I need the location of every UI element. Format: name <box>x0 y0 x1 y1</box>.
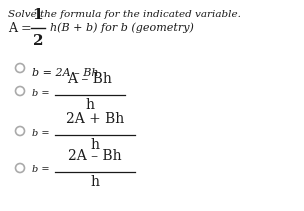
Text: 2A + Bh: 2A + Bh <box>66 112 124 126</box>
Text: A =: A = <box>8 22 32 35</box>
Text: h: h <box>91 138 99 152</box>
Text: h: h <box>85 98 95 112</box>
Text: Solve the formula for the indicated variable.: Solve the formula for the indicated vari… <box>8 10 241 19</box>
Text: b = 2A – Bh: b = 2A – Bh <box>32 68 98 78</box>
Text: h(B + b) for b (geometry): h(B + b) for b (geometry) <box>50 23 194 33</box>
Text: b =: b = <box>32 165 50 174</box>
Text: h: h <box>91 175 99 189</box>
Text: 2: 2 <box>33 34 43 48</box>
Text: 2A – Bh: 2A – Bh <box>68 149 122 163</box>
Text: A – Bh: A – Bh <box>67 72 112 86</box>
Text: b =: b = <box>32 88 50 97</box>
Text: 1: 1 <box>33 8 43 22</box>
Text: b =: b = <box>32 128 50 138</box>
